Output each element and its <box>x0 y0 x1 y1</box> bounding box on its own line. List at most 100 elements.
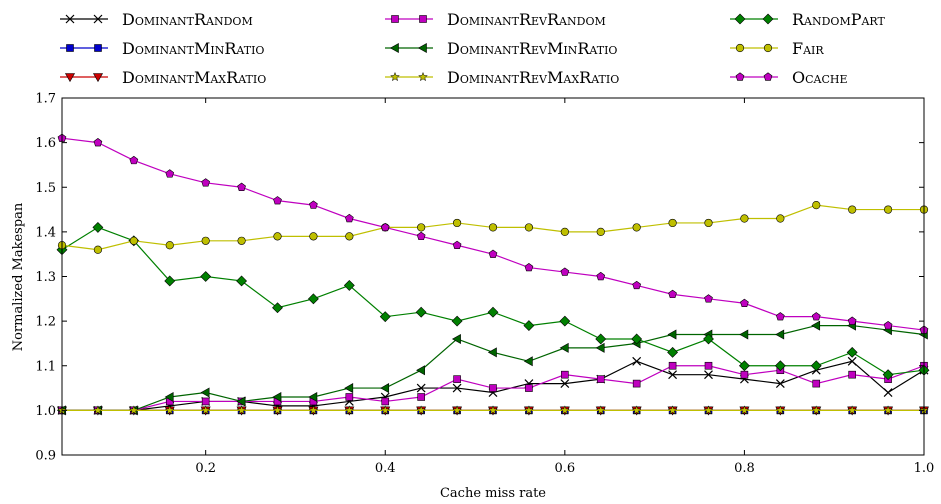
data-point <box>883 388 893 397</box>
data-point <box>379 311 391 323</box>
legend-item-dominant-rev-min-ratio: DominantRevMinRatio <box>385 39 617 58</box>
data-point <box>883 205 893 214</box>
data-point <box>668 370 678 380</box>
legend-marker <box>762 13 774 25</box>
data-point <box>92 221 104 233</box>
data-point <box>631 333 643 345</box>
series-dominant-rev-max-ratio <box>57 405 929 415</box>
legend-marker <box>735 72 745 81</box>
data-point <box>417 393 425 401</box>
data-point <box>704 361 713 370</box>
data-point <box>165 241 174 250</box>
x-tick-label: 0.2 <box>195 461 216 476</box>
data-point <box>632 223 641 232</box>
legend-label: DominantRevRandom <box>447 10 606 29</box>
data-point <box>489 384 497 392</box>
data-point <box>739 329 749 340</box>
y-tick-label: 1.7 <box>35 92 56 107</box>
data-point <box>488 249 498 258</box>
legend-label: DominantRevMaxRatio <box>447 68 619 87</box>
data-point <box>380 383 390 394</box>
legend-item-fair: Fair <box>730 39 824 58</box>
data-point <box>811 405 822 415</box>
legend-item-dominant-rev-max-ratio: DominantRevMaxRatio <box>385 68 619 87</box>
data-point <box>237 236 246 245</box>
data-point <box>740 214 749 223</box>
data-point <box>488 405 498 415</box>
y-tick-label: 1.5 <box>35 181 56 196</box>
data-point <box>846 346 858 358</box>
data-point <box>452 240 462 249</box>
data-point <box>667 405 678 415</box>
y-tick-label: 1.6 <box>35 136 56 151</box>
legend-label: Ocache <box>792 68 848 87</box>
legend-marker <box>418 71 428 82</box>
data-point <box>740 370 749 379</box>
data-point <box>560 267 570 276</box>
data-point <box>129 236 138 245</box>
data-point <box>559 405 570 415</box>
data-point <box>596 375 605 383</box>
data-point <box>93 245 103 254</box>
data-point <box>559 315 571 327</box>
data-point <box>523 405 534 415</box>
data-point <box>416 383 426 393</box>
legend-label: DominantMinRatio <box>122 39 264 58</box>
y-axis-label: Normalized Makespan <box>11 202 26 351</box>
data-point <box>632 379 641 388</box>
x-tick-label: 0.8 <box>734 461 755 476</box>
data-point <box>810 360 822 372</box>
data-point <box>344 383 354 394</box>
data-point <box>416 405 427 415</box>
legend-label: DominantRandom <box>122 10 253 29</box>
x-axis-label: Cache miss rate <box>440 486 546 501</box>
data-point <box>595 405 606 415</box>
series-dominant-rev-min-ratio <box>56 320 928 416</box>
data-point <box>164 391 174 402</box>
data-point <box>309 200 318 209</box>
data-point <box>273 232 282 241</box>
data-point <box>740 298 749 307</box>
data-point <box>343 280 355 291</box>
legend-item-dominant-max-ratio: DominantMaxRatio <box>60 68 266 87</box>
y-tick-label: 1.4 <box>35 225 56 240</box>
data-point <box>380 405 391 415</box>
data-point <box>453 375 461 383</box>
data-point <box>129 155 139 165</box>
legend-marker <box>735 43 745 53</box>
data-point <box>704 294 713 303</box>
legend: DominantRandom DominantMinRatio DominantMa… <box>60 10 886 87</box>
data-point <box>560 227 569 236</box>
data-point <box>200 271 212 282</box>
legend-label: DominantRevMinRatio <box>447 39 617 58</box>
data-point <box>452 218 462 228</box>
data-point <box>165 169 175 178</box>
data-point <box>523 356 533 367</box>
x-tick-label: 0.6 <box>554 461 575 476</box>
data-point <box>236 405 247 415</box>
data-point <box>811 320 821 331</box>
legend-marker <box>763 72 773 81</box>
data-point <box>559 342 569 353</box>
legend-label: DominantMaxRatio <box>122 68 266 87</box>
data-point <box>775 405 786 415</box>
data-point <box>775 329 785 340</box>
data-point <box>93 138 103 147</box>
data-point <box>415 306 427 318</box>
legend-item-dominant-random: DominantRandom <box>60 10 253 29</box>
data-point <box>812 379 821 388</box>
data-point <box>775 312 785 321</box>
legend-item-random-part: RandomPart <box>730 10 886 29</box>
data-point <box>847 356 857 366</box>
data-point <box>667 329 677 340</box>
data-point <box>272 391 282 402</box>
legend-marker <box>390 71 400 82</box>
series-random-part <box>56 221 930 381</box>
data-point <box>272 405 283 415</box>
data-point <box>452 383 462 393</box>
legend-marker <box>419 15 427 23</box>
data-point <box>200 405 211 415</box>
data-point <box>883 405 894 415</box>
data-point <box>236 275 248 287</box>
